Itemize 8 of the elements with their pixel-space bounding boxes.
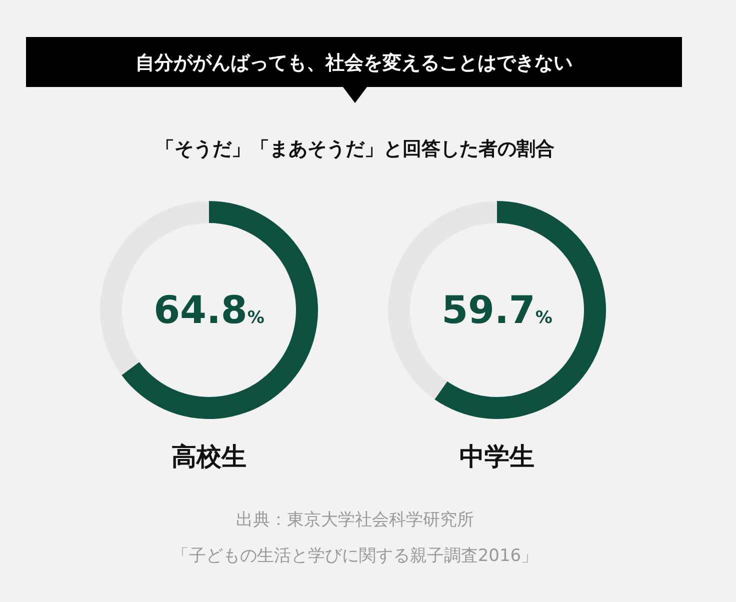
text: 「そうだ」「まあそうだ」と回答した者の割合 xyxy=(156,138,554,160)
text: 高校生 xyxy=(172,442,246,471)
text: 中学生 xyxy=(460,442,534,471)
text: 自分ががんばっても、社会を変えることはできない xyxy=(136,52,572,74)
text: 64.8% xyxy=(154,288,264,332)
text: 59.7% xyxy=(442,288,552,332)
source-note: 出典：東京大学社会科学研究所 xyxy=(236,510,474,530)
text: 「子どもの生活と学びに関する親子調査2016」 xyxy=(172,546,538,566)
